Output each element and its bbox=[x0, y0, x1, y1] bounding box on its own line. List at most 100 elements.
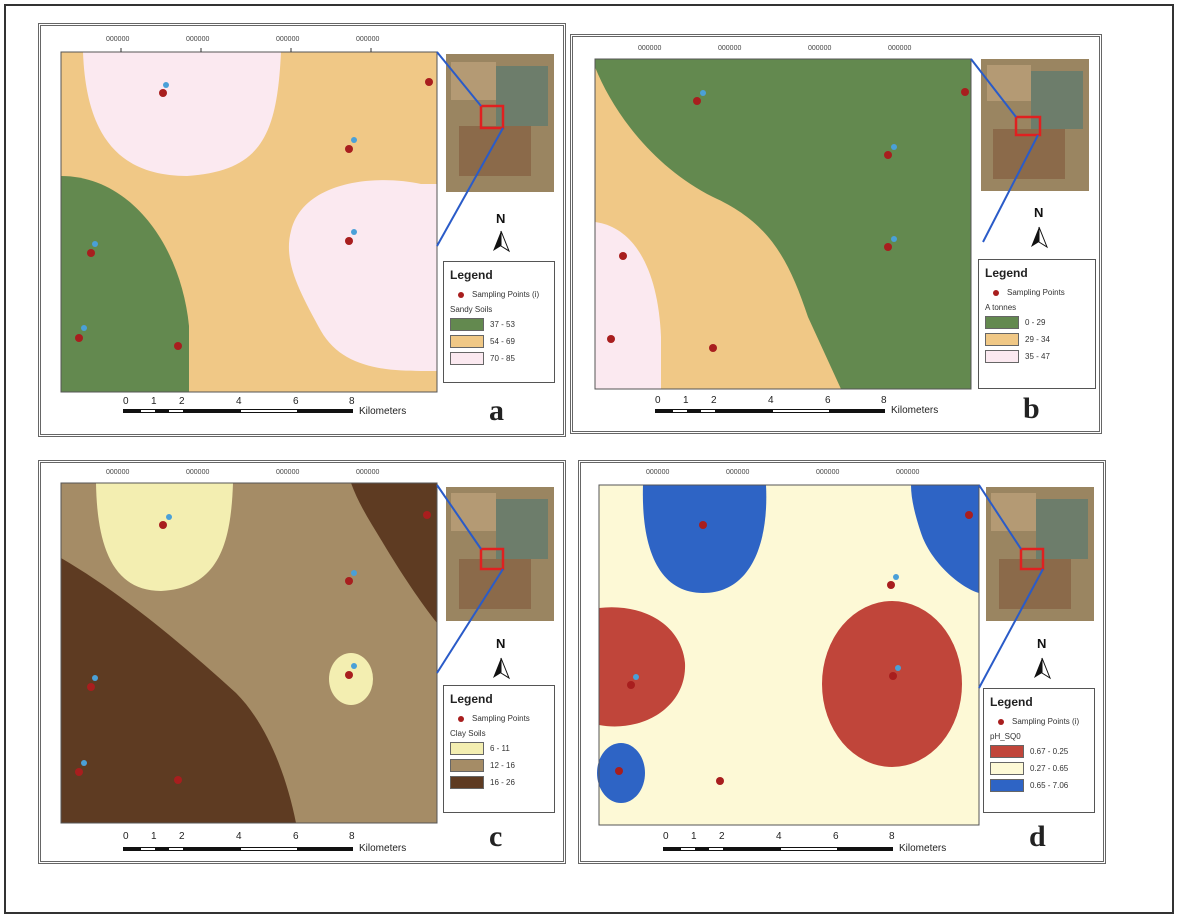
sampling-points bbox=[75, 78, 433, 350]
sampling-point-icon bbox=[998, 718, 1004, 725]
legend-field-name: Clay Soils bbox=[450, 729, 486, 738]
legend-class-row: 0.67 - 0.25 bbox=[990, 745, 1088, 758]
legend-class-label: 54 - 69 bbox=[490, 337, 515, 346]
map-panel-d: N 0 1 2 4 6 8 Kilometers 000000 000000 0… bbox=[578, 460, 1106, 864]
north-label: N bbox=[1037, 636, 1047, 651]
map-panel-a: N 0 1 2 4 6 8 Kilometers 000000 000000 0… bbox=[38, 23, 566, 437]
legend-point-row: Sampling Points bbox=[450, 714, 548, 723]
scale-tick-label: 4 bbox=[768, 395, 774, 406]
inset-satellite bbox=[446, 487, 554, 621]
inset-satellite bbox=[986, 487, 1094, 621]
legend-swatch bbox=[450, 759, 484, 772]
map-panel-b: N 0 1 2 4 6 8 Kilometers 000000 000000 0… bbox=[570, 34, 1102, 434]
legend-class-label: 0.65 - 7.06 bbox=[1030, 781, 1069, 790]
inset-link-line bbox=[982, 134, 1039, 243]
legend-class-row: 54 - 69 bbox=[450, 335, 548, 348]
panel-letter: d bbox=[1029, 820, 1046, 853]
inset-link-line bbox=[436, 127, 504, 247]
north-arrow-icon bbox=[1034, 657, 1052, 680]
legend-class-row: 12 - 16 bbox=[450, 759, 548, 772]
inset-link-line bbox=[978, 568, 1044, 689]
legend-field-name: pH_SQ0 bbox=[990, 732, 1021, 741]
inset-link-line bbox=[436, 484, 482, 550]
coord-label: 000000 bbox=[186, 469, 210, 476]
scale-unit-label: Kilometers bbox=[359, 843, 407, 854]
legend-swatch bbox=[450, 318, 484, 331]
north-arrow-icon bbox=[493, 230, 511, 253]
scale-tick-label: 8 bbox=[349, 396, 355, 407]
coord-label: 000000 bbox=[888, 45, 912, 52]
scale-bar bbox=[123, 847, 353, 851]
scale-tick-label: 4 bbox=[236, 396, 242, 407]
legend-swatch bbox=[450, 352, 484, 365]
map-c-svg bbox=[60, 482, 554, 851]
class-zone-0-65-7-06 bbox=[911, 485, 979, 593]
panel-letter: a bbox=[489, 394, 504, 427]
inset-satellite bbox=[446, 54, 554, 192]
class-zone-0-67-0-25 bbox=[599, 607, 686, 727]
legend-class-label: 37 - 53 bbox=[490, 320, 515, 329]
legend-class-label: 16 - 26 bbox=[490, 778, 515, 787]
legend-swatch bbox=[990, 745, 1024, 758]
scale-tick-label: 1 bbox=[151, 831, 157, 842]
class-zone-16-26 bbox=[351, 483, 437, 623]
legend-class-label: 70 - 85 bbox=[490, 354, 515, 363]
legend-swatch bbox=[990, 779, 1024, 792]
north-label: N bbox=[496, 636, 506, 651]
panel-letter: b bbox=[1023, 392, 1040, 425]
panel-letter: c bbox=[489, 820, 503, 853]
class-zone-70-85 bbox=[83, 52, 281, 176]
coord-label: 000000 bbox=[896, 469, 920, 476]
scale-tick-label: 0 bbox=[123, 831, 129, 842]
map-b-svg bbox=[594, 58, 1089, 413]
coord-label: 000000 bbox=[106, 36, 130, 43]
coord-label: 000000 bbox=[638, 45, 662, 52]
inset-link-line bbox=[436, 568, 504, 674]
legend-point-label: Sampling Points (i) bbox=[1012, 717, 1080, 726]
scale-tick-label: 2 bbox=[719, 831, 725, 842]
scale-tick-label: 2 bbox=[711, 395, 717, 406]
class-zone-37-53 bbox=[61, 176, 189, 392]
legend-swatch bbox=[450, 335, 484, 348]
inset-link-line bbox=[978, 484, 1022, 550]
scale-bar bbox=[655, 409, 885, 413]
coord-label: 000000 bbox=[356, 469, 380, 476]
legend-point-row: Sampling Points bbox=[985, 288, 1089, 297]
legend-swatch bbox=[450, 742, 484, 755]
inset-link-line bbox=[970, 58, 1017, 118]
scale-tick-label: 8 bbox=[889, 831, 895, 842]
sampling-points bbox=[607, 88, 969, 352]
legend-class-label: 12 - 16 bbox=[490, 761, 515, 770]
scale-tick-label: 1 bbox=[683, 395, 689, 406]
legend-class-row: 0 - 29 bbox=[985, 316, 1089, 329]
coord-label: 000000 bbox=[816, 469, 840, 476]
scale-tick-label: 6 bbox=[833, 831, 839, 842]
legend-title: Legend bbox=[450, 692, 493, 706]
legend-box: Legend Sampling Points A tonnes 0 - 29 2… bbox=[978, 259, 1096, 389]
map-border bbox=[594, 58, 972, 390]
sampling-points bbox=[75, 511, 431, 784]
scale-tick-label: 1 bbox=[151, 396, 157, 407]
legend-swatch bbox=[450, 776, 484, 789]
legend-point-row: Sampling Points (i) bbox=[990, 717, 1088, 726]
legend-class-row: 70 - 85 bbox=[450, 352, 548, 365]
scale-tick-label: 6 bbox=[825, 395, 831, 406]
scale-tick-label: 1 bbox=[691, 831, 697, 842]
legend-point-label: Sampling Points bbox=[472, 714, 530, 723]
sampling-point-icon bbox=[993, 289, 999, 296]
legend-point-row: Sampling Points (i) bbox=[450, 290, 548, 299]
coord-label: 000000 bbox=[718, 45, 742, 52]
scale-unit-label: Kilometers bbox=[359, 406, 407, 417]
north-arrow-icon bbox=[493, 657, 511, 680]
map-border bbox=[598, 484, 980, 826]
inset-link-line bbox=[436, 51, 482, 107]
map-d-svg bbox=[597, 484, 1094, 851]
legend-class-row: 37 - 53 bbox=[450, 318, 548, 331]
legend-swatch bbox=[985, 333, 1019, 346]
legend-box: Legend Sampling Points (i) Sandy Soils 3… bbox=[443, 261, 555, 383]
class-zone-6-11 bbox=[96, 483, 233, 591]
figure-frame bbox=[4, 4, 1174, 914]
legend-box: Legend Sampling Points (i) pH_SQ0 0.67 -… bbox=[983, 688, 1095, 813]
legend-class-label: 0.27 - 0.65 bbox=[1030, 764, 1069, 773]
legend-point-label: Sampling Points (i) bbox=[472, 290, 540, 299]
